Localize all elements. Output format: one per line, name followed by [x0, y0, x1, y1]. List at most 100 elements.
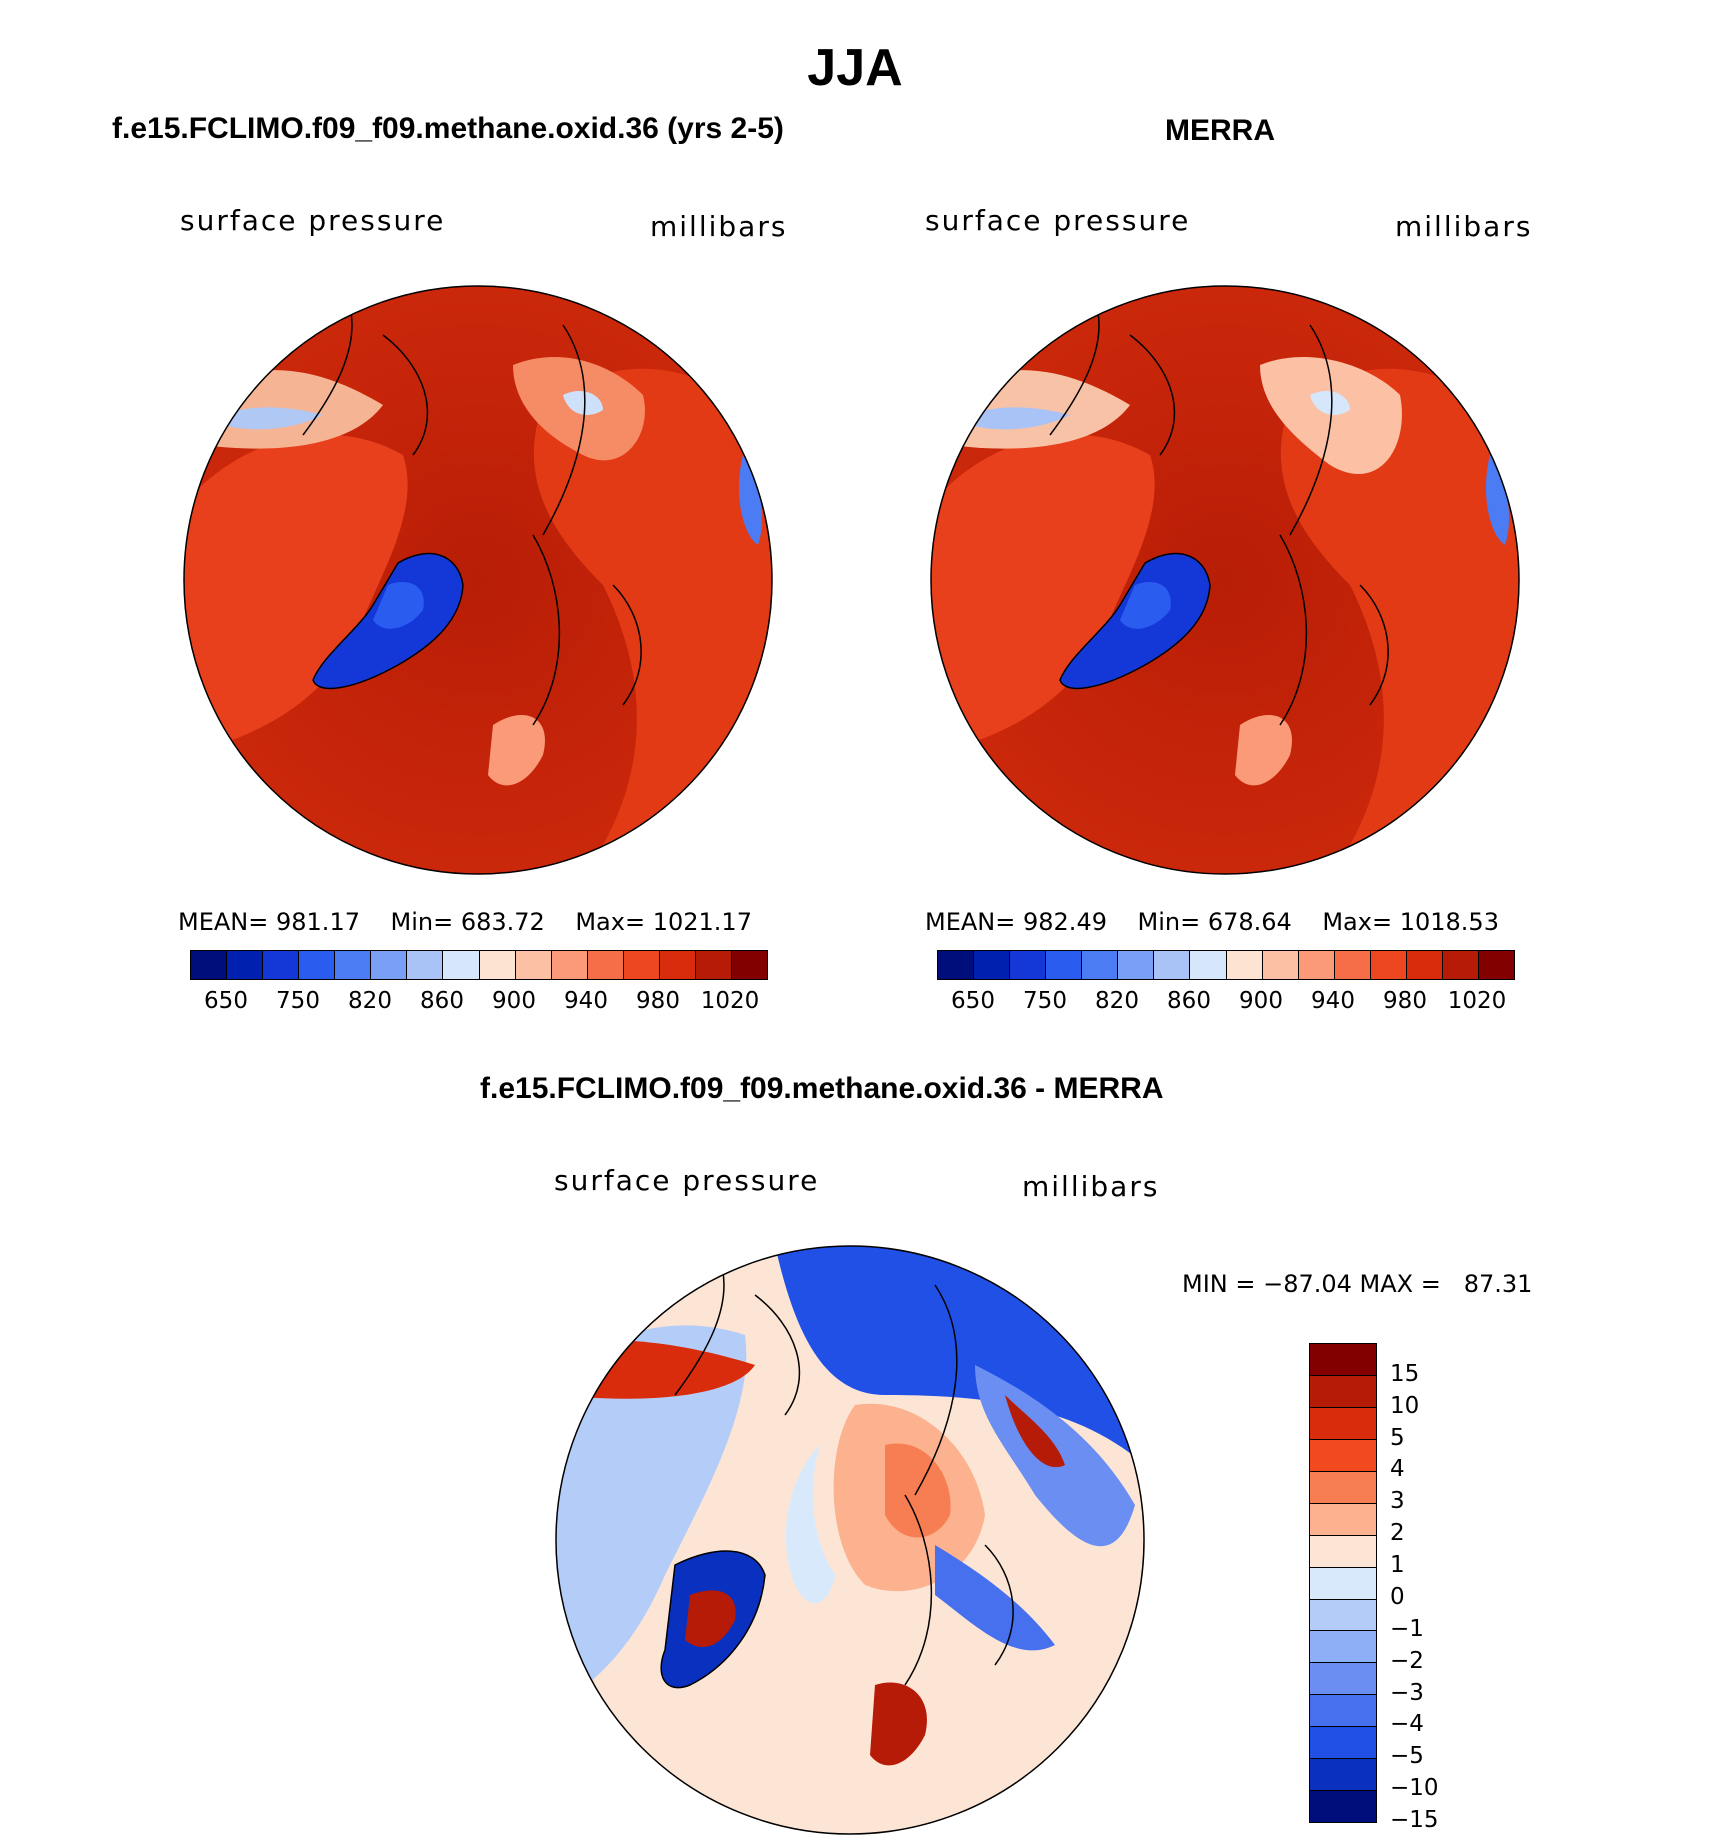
panel2-min-label: Min= [1137, 908, 1201, 936]
colorbar-swatch [1010, 951, 1047, 979]
diff-colorbar-swatch [1310, 1791, 1376, 1823]
panel2-title: MERRA [1165, 114, 1275, 147]
colorbar-swatch [1334, 951, 1371, 979]
panel1-min-label: Min= [390, 908, 454, 936]
diff-colorbar-swatch [1310, 1439, 1376, 1472]
panel2-units-label: millibars [1395, 210, 1533, 243]
diff-colorbar-swatch [1310, 1344, 1376, 1376]
panel1-colorbar-labels: 650 750 820 860 900 940 980 1020 [190, 988, 766, 1018]
diff-colorbar-tick-label: −10 [1390, 1775, 1439, 1802]
diff-colorbar-tick-label: −5 [1390, 1743, 1424, 1770]
panel1-rockies-peak [223, 407, 323, 430]
panel2-mean-value: 982.49 [1023, 908, 1107, 936]
diff-polar-map [555, 1245, 1145, 1835]
diff-colorbar-tick-label: 3 [1390, 1488, 1405, 1515]
panel2-variable-label: surface pressure [925, 204, 1191, 237]
panel2-rockies-peak [970, 407, 1070, 430]
diff-colorbar-tick-label: −1 [1390, 1615, 1424, 1642]
colorbar-swatch [731, 951, 767, 979]
colorbar-swatch [551, 951, 588, 979]
colorbar-swatch [515, 951, 552, 979]
panel1-tibet-peak [563, 390, 603, 415]
colorbar-tick-label: 820 [1095, 988, 1139, 1014]
diff-colorbar-swatch [1310, 1759, 1376, 1792]
colorbar-swatch [623, 951, 660, 979]
diff-colorbar-tick-label: 2 [1390, 1520, 1405, 1547]
panel1-colorbar [190, 950, 768, 980]
panel1-mean-value: 981.17 [276, 908, 360, 936]
panel1-title: f.e15.FCLIMO.f09_f09.methane.oxid.36 (yr… [112, 112, 784, 145]
colorbar-swatch [1226, 951, 1263, 979]
diff-colorbar-swatch [1310, 1599, 1376, 1632]
diff-panel-variable-label: surface pressure [554, 1164, 820, 1197]
panel1-variable-label: surface pressure [180, 204, 446, 237]
panel2-min-value: 678.64 [1207, 908, 1292, 936]
colorbar-tick-label: 940 [1311, 988, 1355, 1014]
colorbar-swatch [974, 951, 1011, 979]
panel2-max-value: 1018.53 [1399, 908, 1499, 936]
diff-colorbar-swatch [1310, 1663, 1376, 1696]
panel1-mean-label: MEAN= [178, 908, 269, 936]
colorbar-tick-label: 1020 [1447, 988, 1507, 1014]
diff-colorbar-swatch [1310, 1567, 1376, 1600]
panel2-max-label: Max= [1322, 908, 1393, 936]
colorbar-swatch [1442, 951, 1479, 979]
colorbar-swatch [479, 951, 516, 979]
diff-colorbar-tick-label: −4 [1390, 1711, 1424, 1738]
colorbar-tick-label: 980 [1383, 988, 1427, 1014]
colorbar-swatch [1298, 951, 1335, 979]
diff-colorbar [1309, 1343, 1377, 1823]
colorbar-swatch [1190, 951, 1227, 979]
diff-colorbar-tick-label: −3 [1390, 1679, 1424, 1706]
diff-colorbar-swatch [1310, 1695, 1376, 1728]
colorbar-swatch [695, 951, 732, 979]
panel2-north-america-land [931, 434, 1155, 755]
colorbar-swatch [371, 951, 408, 979]
colorbar-swatch [1046, 951, 1083, 979]
colorbar-tick-label: 1020 [700, 988, 760, 1014]
panel2-colorbar-labels: 650 750 820 860 900 940 980 1020 [937, 988, 1513, 1018]
colorbar-swatch [191, 951, 228, 979]
panel1-min-value: 683.72 [460, 908, 545, 936]
colorbar-swatch [938, 951, 975, 979]
colorbar-swatch [1154, 951, 1191, 979]
diff-colorbar-tick-label: −2 [1390, 1647, 1424, 1674]
colorbar-tick-label: 860 [1167, 988, 1211, 1014]
colorbar-swatch [335, 951, 372, 979]
panel2-tibet-peak [1310, 390, 1350, 415]
panel1-scandinavia [488, 715, 545, 786]
panel1-eurasia-land [533, 368, 772, 874]
colorbar-swatch [1406, 951, 1443, 979]
colorbar-tick-label: 750 [1023, 988, 1067, 1014]
diff-colorbar-swatch [1310, 1375, 1376, 1408]
colorbar-swatch [587, 951, 624, 979]
panel2-mean-label: MEAN= [925, 908, 1016, 936]
diff-colorbar-tick-label: 0 [1390, 1583, 1405, 1610]
panel1-himalaya-peak [738, 455, 763, 545]
panel2-scandinavia [1235, 715, 1292, 786]
panel2-stats-row: MEAN= 982.49 Min= 678.64 Max= 1018.53 [925, 908, 1499, 936]
diff-colorbar-tick-label: 4 [1390, 1456, 1405, 1483]
diff-colorbar-tick-label: 15 [1390, 1360, 1420, 1387]
diff-colorbar-tick-label: −15 [1390, 1807, 1439, 1833]
diff-colorbar-swatch [1310, 1407, 1376, 1440]
panel2-himalaya-peak [1485, 455, 1510, 545]
diff-colorbar-swatch [1310, 1503, 1376, 1536]
diff-scandinavia [870, 1682, 927, 1766]
colorbar-swatch [1370, 951, 1407, 979]
diff-colorbar-tick-label: 10 [1390, 1392, 1420, 1419]
colorbar-swatch [263, 951, 300, 979]
panel2-polar-map [930, 285, 1520, 875]
colorbar-tick-label: 980 [636, 988, 680, 1014]
diff-colorbar-swatch [1310, 1535, 1376, 1568]
diff-colorbar-swatch [1310, 1727, 1376, 1760]
colorbar-swatch [1262, 951, 1299, 979]
diff-north-america-land [556, 1325, 747, 1705]
panel2-eurasia-land [1280, 368, 1519, 874]
colorbar-tick-label: 860 [420, 988, 464, 1014]
colorbar-swatch [1478, 951, 1514, 979]
colorbar-swatch [443, 951, 480, 979]
panel1-units-label: millibars [650, 210, 788, 243]
colorbar-tick-label: 900 [492, 988, 536, 1014]
colorbar-swatch [1118, 951, 1155, 979]
